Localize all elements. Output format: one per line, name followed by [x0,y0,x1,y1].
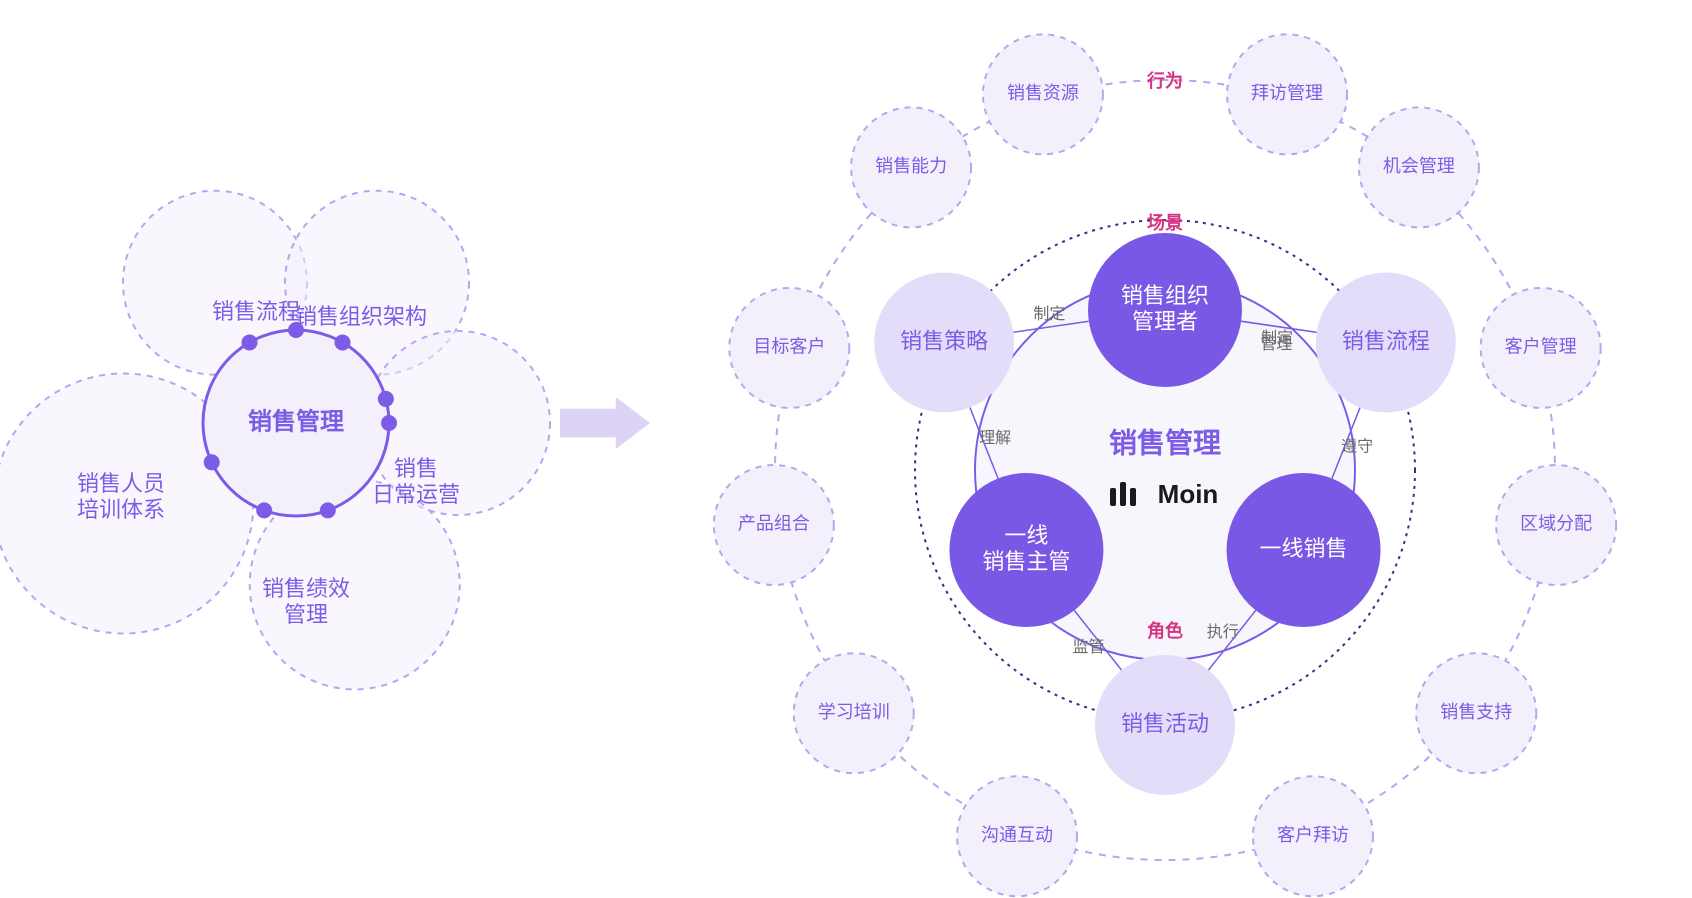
connector-dot [256,502,272,518]
logo-bar [1130,488,1136,506]
scene-strategy-label: 销售策略 [900,328,988,353]
edge-label: 理解 [979,429,1011,447]
outer-visit-mgmt-label: 拜访管理 [1251,83,1323,103]
role-label: 角色 [1147,620,1183,641]
connector-dot [378,391,394,407]
outer-target-customer-label: 目标客户 [753,337,825,357]
edge-label: 遵守 [1341,437,1373,456]
edge-label: 管理 [1260,335,1292,353]
outer-resource-label: 销售资源 [1007,83,1079,103]
connector-dot [320,502,336,518]
connector-dot [335,334,351,350]
outer-region-assign-label: 区域分配 [1520,514,1592,534]
behavior-label: 行为 [1146,70,1183,91]
outer-sales-support-label: 销售支持 [1440,702,1512,722]
right-diagram: 销售资源 拜访管理销售能力 机会管理目标客户 客户管理产品组合 区域分配学习培训 销售支持… [714,34,1616,896]
scene-activity-label: 销售活动 [1121,711,1209,736]
connector-dot [242,334,258,350]
outer-customer-mgmt-label: 客户管理 [1505,337,1577,357]
edge-label: 制定 [1033,305,1065,323]
left-center-label: 销售管理 [248,407,344,435]
outer-capability-label: 销售能力 [875,156,947,176]
core-title: 销售管理 [1109,426,1221,458]
outer-opportunity-label: 机会管理 [1383,156,1455,176]
left-diagram: 销售管理销售流程销售组织架构销售日常运营销售绩效管理销售人员培训体系 [0,191,550,690]
connector-dot [204,454,220,470]
scene-label: 场景 [1147,213,1183,233]
sales-process-left-label: 销售流程 [212,299,300,324]
outer-learn-train-label: 学习培训 [818,702,890,722]
logo-bar [1110,488,1116,506]
role-sales-label: 一线销售 [1260,536,1348,561]
connector-dot [381,415,397,431]
outer-product-portfolio-label: 产品组合 [738,514,810,534]
training-system-label: 销售人员培训体系 [77,471,165,522]
edge-label: 执行 [1207,623,1239,641]
outer-customer-visit-label: 客户拜访 [1277,825,1349,845]
role-manager-label: 销售组织管理者 [1121,283,1209,334]
logo-bar [1120,482,1126,506]
transform-arrow [560,397,650,449]
sales-management-diagram: 销售管理销售流程销售组织架构销售日常运营销售绩效管理销售人员培训体系销售资源拜访… [0,0,1692,898]
logo-text: Moin [1158,479,1219,509]
edge-label: 监管 [1072,638,1104,656]
org-structure-label: 销售组织架构 [295,304,427,329]
outer-communication-label: 沟通互动 [981,825,1053,845]
scene-process-label: 销售流程 [1342,328,1430,353]
